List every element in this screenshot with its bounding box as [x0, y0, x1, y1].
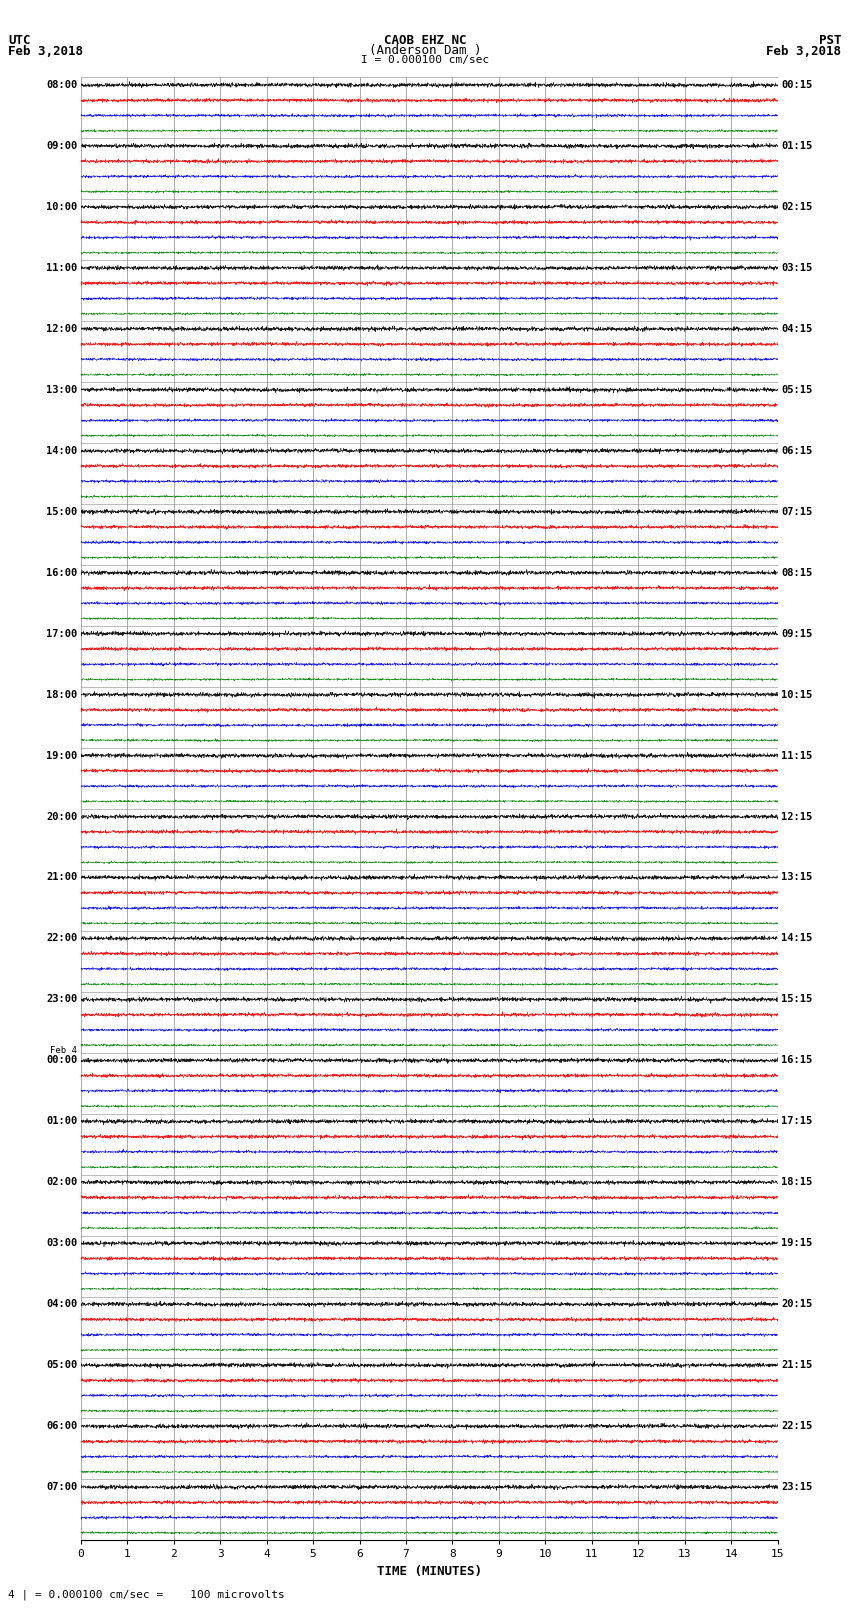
Text: 04:15: 04:15 [781, 324, 813, 334]
Text: 03:00: 03:00 [46, 1239, 77, 1248]
Text: 14:15: 14:15 [781, 934, 813, 944]
Text: 18:15: 18:15 [781, 1177, 813, 1187]
Text: 11:00: 11:00 [46, 263, 77, 273]
Text: 05:15: 05:15 [781, 386, 813, 395]
Text: 02:15: 02:15 [781, 202, 813, 211]
Text: PST: PST [819, 34, 842, 47]
Text: Feb 4: Feb 4 [50, 1045, 77, 1055]
Text: Feb 3,2018: Feb 3,2018 [767, 45, 842, 58]
Text: 20:00: 20:00 [46, 811, 77, 821]
Text: 20:15: 20:15 [781, 1298, 813, 1310]
Text: 17:15: 17:15 [781, 1116, 813, 1126]
Text: 03:15: 03:15 [781, 263, 813, 273]
Text: 4 | = 0.000100 cm/sec =    100 microvolts: 4 | = 0.000100 cm/sec = 100 microvolts [8, 1589, 286, 1600]
Text: 15:00: 15:00 [46, 506, 77, 516]
Text: 04:00: 04:00 [46, 1298, 77, 1310]
Text: 00:15: 00:15 [781, 81, 813, 90]
Text: 11:15: 11:15 [781, 750, 813, 761]
Text: (Anderson Dam ): (Anderson Dam ) [369, 44, 481, 56]
Text: 21:00: 21:00 [46, 873, 77, 882]
Text: 02:00: 02:00 [46, 1177, 77, 1187]
Text: 13:00: 13:00 [46, 386, 77, 395]
Text: 18:00: 18:00 [46, 690, 77, 700]
Text: 01:00: 01:00 [46, 1116, 77, 1126]
Text: 05:00: 05:00 [46, 1360, 77, 1369]
Text: CAOB EHZ NC: CAOB EHZ NC [383, 34, 467, 47]
Text: 12:15: 12:15 [781, 811, 813, 821]
Text: 21:15: 21:15 [781, 1360, 813, 1369]
Text: 07:15: 07:15 [781, 506, 813, 516]
Text: 06:15: 06:15 [781, 445, 813, 456]
Text: 13:15: 13:15 [781, 873, 813, 882]
Text: 22:15: 22:15 [781, 1421, 813, 1431]
Text: 12:00: 12:00 [46, 324, 77, 334]
Text: 23:15: 23:15 [781, 1482, 813, 1492]
Text: 10:00: 10:00 [46, 202, 77, 211]
Text: 15:15: 15:15 [781, 994, 813, 1005]
Text: 22:00: 22:00 [46, 934, 77, 944]
Text: 08:00: 08:00 [46, 81, 77, 90]
Text: 19:00: 19:00 [46, 750, 77, 761]
Text: 16:15: 16:15 [781, 1055, 813, 1065]
Text: 10:15: 10:15 [781, 690, 813, 700]
Text: 01:15: 01:15 [781, 140, 813, 152]
Text: I = 0.000100 cm/sec: I = 0.000100 cm/sec [361, 55, 489, 65]
Text: 14:00: 14:00 [46, 445, 77, 456]
Text: 09:15: 09:15 [781, 629, 813, 639]
Text: 06:00: 06:00 [46, 1421, 77, 1431]
Text: 09:00: 09:00 [46, 140, 77, 152]
Text: 17:00: 17:00 [46, 629, 77, 639]
Text: 16:00: 16:00 [46, 568, 77, 577]
X-axis label: TIME (MINUTES): TIME (MINUTES) [377, 1565, 482, 1578]
Text: 07:00: 07:00 [46, 1482, 77, 1492]
Text: 23:00: 23:00 [46, 994, 77, 1005]
Text: Feb 3,2018: Feb 3,2018 [8, 45, 83, 58]
Text: 19:15: 19:15 [781, 1239, 813, 1248]
Text: UTC: UTC [8, 34, 31, 47]
Text: 00:00: 00:00 [46, 1055, 77, 1065]
Text: 08:15: 08:15 [781, 568, 813, 577]
